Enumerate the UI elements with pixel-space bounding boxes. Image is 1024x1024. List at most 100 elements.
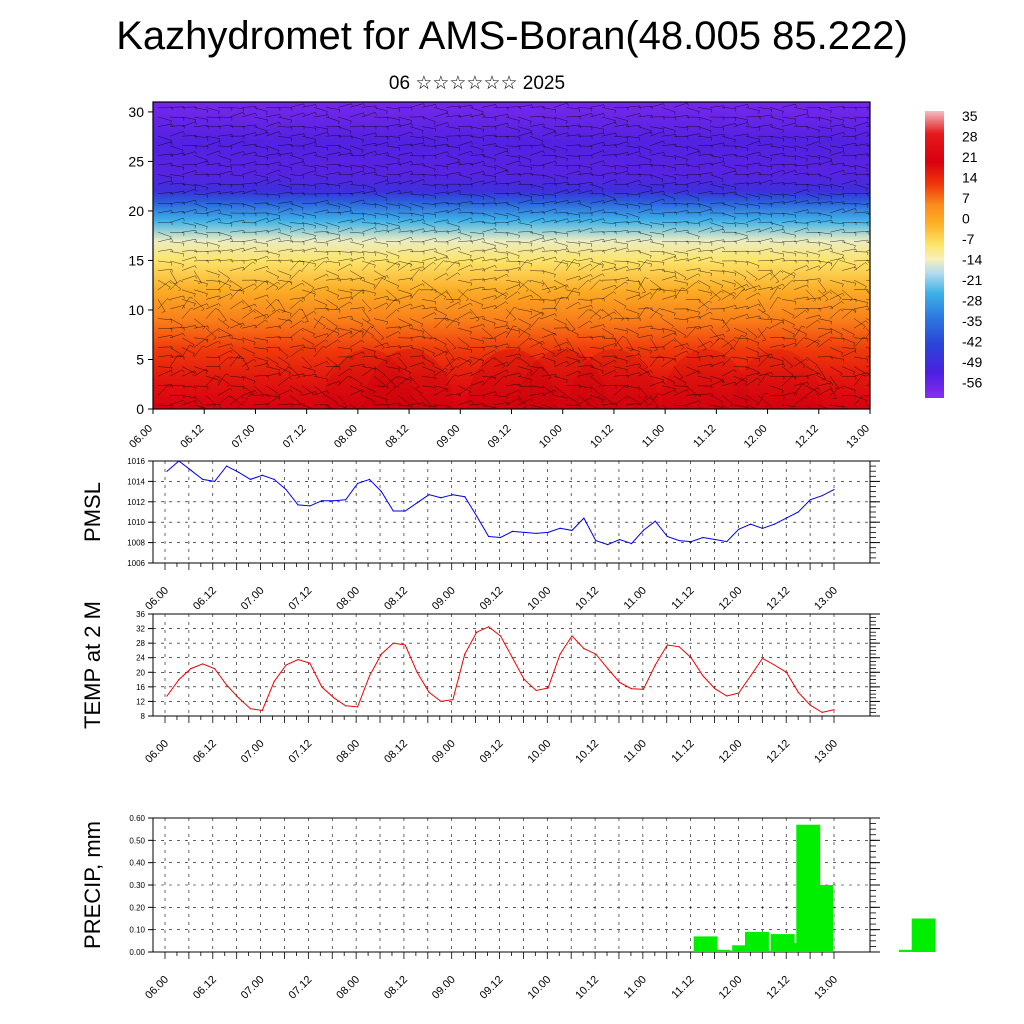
precip-panel: 0.00 0.10 0.20 0.30 0.40 0.50 0.60 06.00 06.12 07…: [80, 814, 936, 1002]
temp-point: [809, 704, 811, 706]
temp-point: [356, 706, 359, 708]
pmsl-ytick-label: 1014: [127, 477, 145, 486]
temp-point: [630, 688, 633, 690]
pmsl-point: [487, 535, 490, 538]
heatmap-ytick-label: 0: [136, 401, 144, 417]
pmsl-point: [523, 531, 525, 534]
colorbar-label: 21: [962, 149, 978, 165]
temp-point: [452, 699, 454, 701]
precip-xtick-label: 11.12: [669, 974, 696, 1001]
temp-ytick-label: 8: [141, 712, 146, 721]
temp-xtick-label: 12.12: [764, 738, 792, 766]
temp-xtick-label: 10.00: [525, 738, 553, 766]
pmsl-point: [595, 539, 597, 542]
heatmap-xtick-label: 12.00: [742, 423, 770, 451]
pmsl-point: [571, 529, 573, 531]
pmsl-xtick-label: 07.00: [239, 585, 267, 613]
temp-point: [761, 657, 764, 660]
pmsl-point: [368, 478, 371, 480]
pmsl-point: [380, 491, 382, 493]
temp-point: [380, 653, 382, 655]
pmsl-xtick-label: 08.12: [382, 585, 410, 613]
temp-point: [321, 686, 323, 688]
heatmap-ytick-label: 25: [128, 153, 144, 169]
pmsl-xtick-label: 07.12: [287, 585, 315, 613]
pmsl-point: [190, 469, 192, 471]
pmsl-point: [654, 520, 656, 522]
heatmap-ytick-label: 15: [128, 252, 144, 268]
warm-anomaly-5: [661, 349, 752, 409]
temp-xtick-label: 13.00: [812, 738, 840, 766]
pmsl-ytick-label: 1010: [127, 518, 145, 527]
temp-point: [178, 678, 180, 681]
pmsl-panel: 1006 1008 1010 1012 1014 1016 06.00 06.12 07.00 0…: [80, 457, 880, 613]
temp-point: [619, 681, 621, 684]
temp-xtick-label: 11.12: [669, 738, 696, 765]
wind-barbs: [157, 102, 870, 409]
temp-point: [273, 680, 275, 682]
heatmap-xtick-label: 07.12: [281, 423, 309, 451]
temp-ylabel: TEMP at 2 M: [80, 601, 105, 729]
temp-point: [654, 664, 656, 666]
precip-ytick-label: 0.20: [129, 903, 145, 912]
temp-2m-panel: 8 12 16 20 24 28 32 36 06.00 06.12 07.00 07.12 08.00…: [80, 601, 880, 766]
heatmap-xtick-label: 12.12: [793, 423, 821, 451]
pmsl-point: [690, 540, 692, 543]
precip-ytick-label: 0.00: [129, 948, 145, 957]
temp-point: [285, 664, 287, 666]
pmsl-point: [535, 532, 537, 535]
temp-xtick-label: 10.12: [573, 738, 601, 766]
pmsl-point: [273, 478, 275, 480]
precip-ytick-label: 0.10: [129, 926, 145, 935]
temp-point: [511, 657, 514, 659]
page-title: Kazhydromet for AMS-Boran(48.005 85.222): [116, 14, 908, 58]
temp-point: [535, 689, 537, 692]
pmsl-point: [476, 515, 478, 517]
precip-xtick-label: 06.00: [143, 974, 171, 1002]
pmsl-xtick-label: 08.00: [334, 585, 362, 613]
precip-xtick-label: 08.00: [334, 974, 362, 1002]
pmsl-point: [761, 527, 764, 529]
precip-bar: [783, 943, 808, 952]
pmsl-point: [750, 523, 752, 525]
pmsl-point: [333, 500, 335, 502]
precip-ytick-label: 0.50: [129, 836, 145, 845]
pmsl-point: [666, 535, 668, 538]
pmsl-point: [404, 510, 406, 512]
heatmap-xtick-label: 06.12: [178, 423, 206, 451]
temp-point: [750, 675, 752, 677]
pmsl-point: [714, 538, 716, 541]
colorbar-label: 0: [962, 211, 970, 227]
temp-xtick-label: 06.00: [143, 738, 171, 766]
temp-point: [404, 644, 406, 646]
temp-point: [773, 664, 776, 666]
precip-bar: [732, 945, 757, 952]
pmsl-point: [773, 523, 776, 525]
heatmap-field: [153, 102, 870, 409]
pmsl-point: [809, 499, 811, 501]
temp-ytick-label: 32: [136, 625, 145, 634]
temp-point: [797, 691, 799, 693]
heatmap-ytick-label: 10: [128, 302, 144, 318]
temp-xtick-label: 06.12: [191, 738, 219, 766]
precip-xtick-label: 10.12: [573, 974, 601, 1002]
colorbar-bar: [925, 111, 944, 398]
precip-xtick-label: 09.12: [478, 974, 506, 1002]
pmsl-ytick-label: 1006: [127, 559, 145, 568]
colorbar-label: -42: [962, 334, 982, 350]
temp-ytick-label: 28: [136, 639, 145, 648]
precip-xtick-label: 11.00: [622, 974, 649, 1001]
temp-point: [249, 708, 251, 710]
heatmap-ytick-label: 20: [128, 203, 144, 219]
pmsl-point: [833, 488, 835, 491]
pmsl-point: [225, 465, 228, 467]
temp-point: [607, 668, 609, 670]
pmsl-xtick-label: 12.12: [764, 585, 792, 613]
temp-point: [202, 663, 204, 665]
pmsl-point: [356, 482, 359, 485]
precip-ytick-label: 0.60: [129, 814, 145, 823]
temp-point: [571, 635, 573, 637]
temp-xtick-label: 12.00: [717, 738, 745, 766]
pmsl-point: [202, 478, 204, 480]
colorbar-label: -14: [962, 252, 982, 268]
